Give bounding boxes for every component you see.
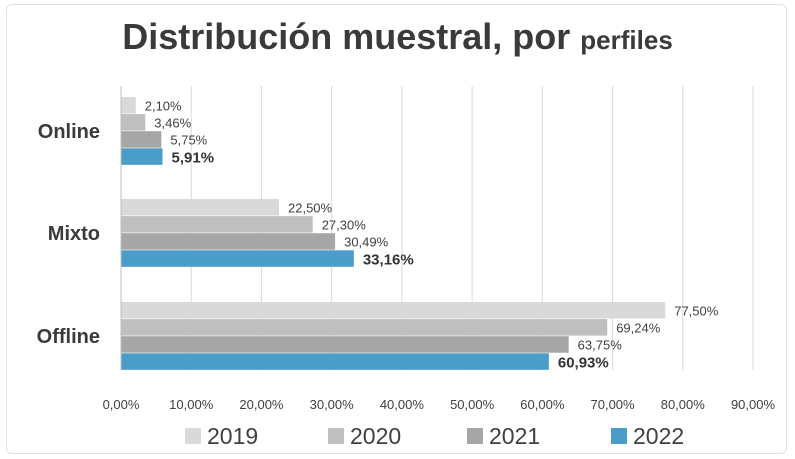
bar-online-2019 [121, 97, 136, 114]
data-label-mixto-2019: 22,50% [288, 200, 333, 215]
data-label-mixto-2021: 30,49% [344, 234, 389, 249]
data-label-offline-2022: 60,93% [558, 355, 609, 372]
legend-label-2019: 2019 [207, 423, 258, 449]
data-label-mixto-2022: 33,16% [363, 252, 414, 269]
legend-swatch-2020 [328, 428, 344, 444]
legend-swatch-2021 [467, 428, 483, 444]
category-label-mixto: Mixto [48, 223, 100, 245]
bar-online-2021 [121, 131, 162, 148]
x-tick-label-8: 80,00% [661, 397, 706, 412]
data-label-online-2021: 5,75% [170, 132, 207, 147]
bar-mixto-2019 [121, 199, 279, 216]
x-tick-label-5: 50,00% [450, 397, 495, 412]
legend-label-2021: 2021 [489, 423, 540, 449]
bar-offline-2020 [121, 319, 608, 336]
data-label-online-2022: 5,91% [172, 150, 215, 167]
x-tick-label-4: 40,00% [380, 397, 425, 412]
data-label-offline-2020: 69,24% [616, 320, 661, 335]
x-tick-label-6: 60,00% [520, 397, 565, 412]
bar-offline-2021 [121, 336, 569, 353]
chart-title: Distribución muestral, por perfiles [0, 16, 795, 58]
data-label-online-2019: 2,10% [145, 98, 182, 113]
bar-mixto-2022 [121, 250, 354, 267]
bar-offline-2019 [121, 302, 666, 319]
legend-label-2020: 2020 [350, 423, 401, 449]
x-tick-label-2: 20,00% [239, 397, 284, 412]
data-label-offline-2019: 77,50% [674, 303, 719, 318]
bar-mixto-2021 [121, 233, 336, 250]
title-tail: perfiles [580, 25, 673, 55]
x-tick-label-7: 70,00% [591, 397, 636, 412]
x-tick-label-0: 0,00% [103, 397, 140, 412]
x-tick-label-9: 90,00% [731, 397, 776, 412]
category-label-online: Online [38, 121, 100, 143]
data-label-offline-2021: 63,75% [578, 337, 623, 352]
x-tick-label-1: 10,00% [169, 397, 214, 412]
bar-offline-2022 [121, 353, 549, 370]
legend-swatch-2019 [185, 428, 201, 444]
bar-online-2020 [121, 114, 146, 131]
bar-online-2022 [121, 148, 163, 165]
x-tick-label-3: 30,00% [310, 397, 355, 412]
legend-swatch-2022 [611, 428, 627, 444]
title-main: Distribución muestral, por [122, 16, 571, 57]
data-label-mixto-2020: 27,30% [322, 217, 367, 232]
category-label-offline: Offline [37, 326, 100, 348]
legend-label-2022: 2022 [633, 423, 684, 449]
bar-mixto-2020 [121, 216, 313, 233]
data-label-online-2020: 3,46% [154, 115, 191, 130]
